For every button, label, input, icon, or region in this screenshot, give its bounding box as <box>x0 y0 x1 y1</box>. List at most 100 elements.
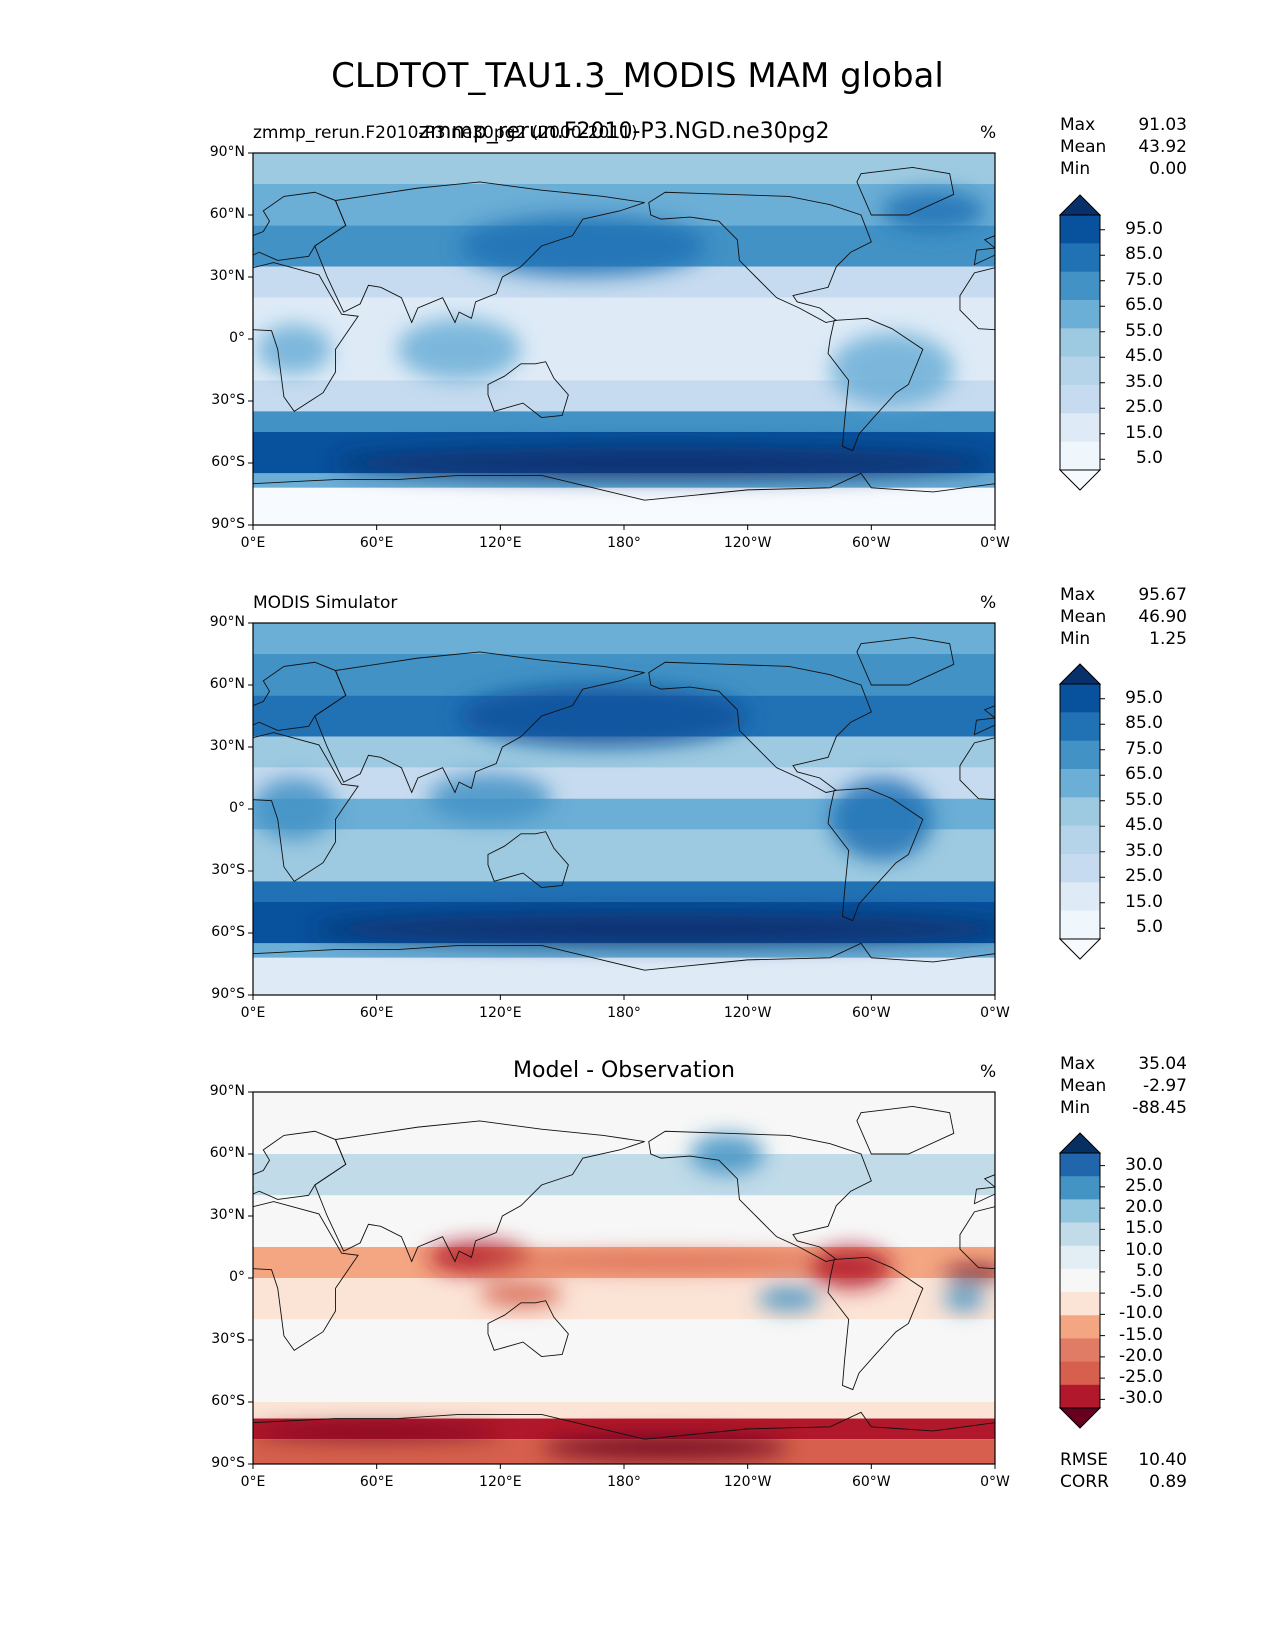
panel-2-stat-mean-label: Mean <box>1060 607 1107 627</box>
lat-tick-label: 90°S <box>211 516 245 532</box>
colorbar-tick-label: 55.0 <box>1125 320 1163 341</box>
panel-1-stat-mean-value: 43.92 <box>1138 137 1187 157</box>
colorbar-tick-label: 75.0 <box>1125 738 1163 759</box>
colorbar-swatch <box>1060 882 1100 912</box>
field-anomaly-4 <box>428 773 552 824</box>
colorbar-tick-label: 20.0 <box>1125 1197 1163 1218</box>
coastline-australia <box>487 1300 569 1357</box>
field-anomaly-9 <box>479 1282 563 1307</box>
field-anomaly-8 <box>253 1426 501 1440</box>
panel-3-stat-mean-label: Mean <box>1060 1076 1107 1096</box>
coastline-asia <box>314 181 645 324</box>
colorbar-extend-top <box>1058 663 1102 685</box>
coastline-samerica <box>827 787 924 922</box>
field-band-5 <box>253 1278 995 1320</box>
figure-title: CLDTOT_TAU1.3_MODIS MAM global <box>331 56 944 96</box>
field-band-6 <box>253 1319 995 1402</box>
panel-2-units: % <box>980 593 997 613</box>
colorbar-tick-label: 95.0 <box>1125 687 1163 708</box>
lat-tick-label: 0° <box>229 1269 245 1285</box>
colorbar-swatch <box>1060 1338 1100 1363</box>
colorbar-swatch <box>1060 1153 1100 1177</box>
colorbar-extend-top <box>1058 194 1102 216</box>
lon-tick-label: 60°W <box>851 535 891 551</box>
panel-3-stat-corr-value: 0.89 <box>1149 1472 1187 1492</box>
field-anomaly-group-1 <box>257 190 995 480</box>
lon-tick-label: 180° <box>607 1005 641 1021</box>
colorbar-tick-label: -15.0 <box>1119 1324 1163 1345</box>
coastline-europe <box>253 191 347 261</box>
colorbar-tick-label: 85.0 <box>1125 244 1163 265</box>
colorbar-swatch <box>1060 271 1100 301</box>
colorbar-swatch <box>1060 243 1100 273</box>
panel-3-stat-rmse-value: 10.40 <box>1138 1450 1187 1470</box>
colorbar-tick-label: 45.0 <box>1125 346 1163 367</box>
coastline-europe <box>253 1130 347 1200</box>
colorbar-swatch <box>1060 854 1100 883</box>
panel-1-colorbar <box>1058 194 1105 491</box>
panel-1-stat-min-label: Min <box>1060 159 1091 179</box>
coastline-antarctica-wrap <box>994 953 995 995</box>
panel-1-stat-mean-label: Mean <box>1060 137 1107 157</box>
colorbar-swatch <box>1060 1315 1100 1339</box>
panel-1-stat-max-value: 91.03 <box>1138 115 1187 135</box>
colorbar-swatch <box>1060 825 1100 855</box>
coastline-europe <box>253 661 347 731</box>
coastline-europe-wrap <box>973 235 995 266</box>
colorbar-swatch <box>1060 1384 1100 1409</box>
lon-tick-label: 120°E <box>479 535 522 551</box>
colorbar-swatch <box>1060 215 1100 244</box>
coastline-namerica <box>648 191 872 323</box>
field-anomaly-group-2 <box>253 685 995 946</box>
field-anomaly-5 <box>757 1286 820 1312</box>
lat-tick-label: 60°S <box>211 924 245 940</box>
colorbar-tick-label: 30.0 <box>1125 1154 1163 1175</box>
panel-3-stat-min-label: Min <box>1060 1098 1091 1118</box>
colorbar-tick-label: 5.0 <box>1135 917 1163 938</box>
lon-tick-label: 0°W <box>980 535 1010 551</box>
lat-tick-label: 30°N <box>209 738 245 754</box>
lat-tick-label: 0° <box>229 330 245 346</box>
colorbar-swatch <box>1060 1268 1100 1293</box>
field-anomaly-3 <box>253 778 336 840</box>
colorbar-swatch <box>1060 684 1100 713</box>
lat-tick-label: 90°N <box>209 1083 245 1099</box>
colorbar-tick-label: 95.0 <box>1125 218 1163 239</box>
lon-tick-label: 180° <box>607 1474 641 1490</box>
lat-tick-label: 30°S <box>211 862 245 878</box>
coastline-greenland <box>856 637 955 686</box>
colorbar-swatch <box>1060 1245 1100 1270</box>
lon-tick-label: 0°E <box>240 1474 266 1490</box>
colorbar-swatch <box>1060 797 1100 827</box>
field-anomaly-10 <box>943 1286 985 1312</box>
field-band-1 <box>253 1092 995 1154</box>
colorbar-swatch <box>1060 441 1100 471</box>
field-band-7 <box>253 1402 995 1419</box>
lat-tick-label: 60°S <box>211 454 245 470</box>
lat-tick-label: 60°N <box>209 1145 245 1161</box>
panel-3-stat-mean-value: -2.97 <box>1143 1076 1187 1096</box>
coastline-asia <box>314 1120 645 1263</box>
field-band-3 <box>253 1195 995 1247</box>
lon-tick-label: 60°E <box>359 1474 394 1490</box>
field-band-11 <box>253 957 995 995</box>
field-anomaly-5 <box>257 324 332 375</box>
panel-3-stat-corr-label: CORR <box>1060 1472 1109 1492</box>
lon-tick-label: 0°E <box>240 535 266 551</box>
coastline-africa <box>253 732 359 882</box>
field-anomaly-2 <box>830 778 934 861</box>
coastline-australia-wrap <box>1230 362 1275 418</box>
colorbar-tick-label: 10.0 <box>1125 1239 1163 1260</box>
colorbar-swatch <box>1060 328 1100 358</box>
colorbar-extend-bottom <box>1058 469 1102 491</box>
map-panel-2-field <box>253 623 995 995</box>
colorbar-extend-bottom <box>1058 1407 1102 1429</box>
panel-1-left-title: zmmp_rerun.F2010-P3.ne30pg2 (2000-2011) <box>253 123 638 143</box>
lat-tick-label: 30°S <box>211 1331 245 1347</box>
lat-tick-label: 60°N <box>209 676 245 692</box>
lon-tick-label: 60°W <box>851 1474 891 1490</box>
colorbar-tick-label: 25.0 <box>1125 866 1163 887</box>
lon-tick-label: 60°E <box>359 535 394 551</box>
field-band-10 <box>253 943 995 958</box>
colorbar-frame <box>1059 683 1101 940</box>
